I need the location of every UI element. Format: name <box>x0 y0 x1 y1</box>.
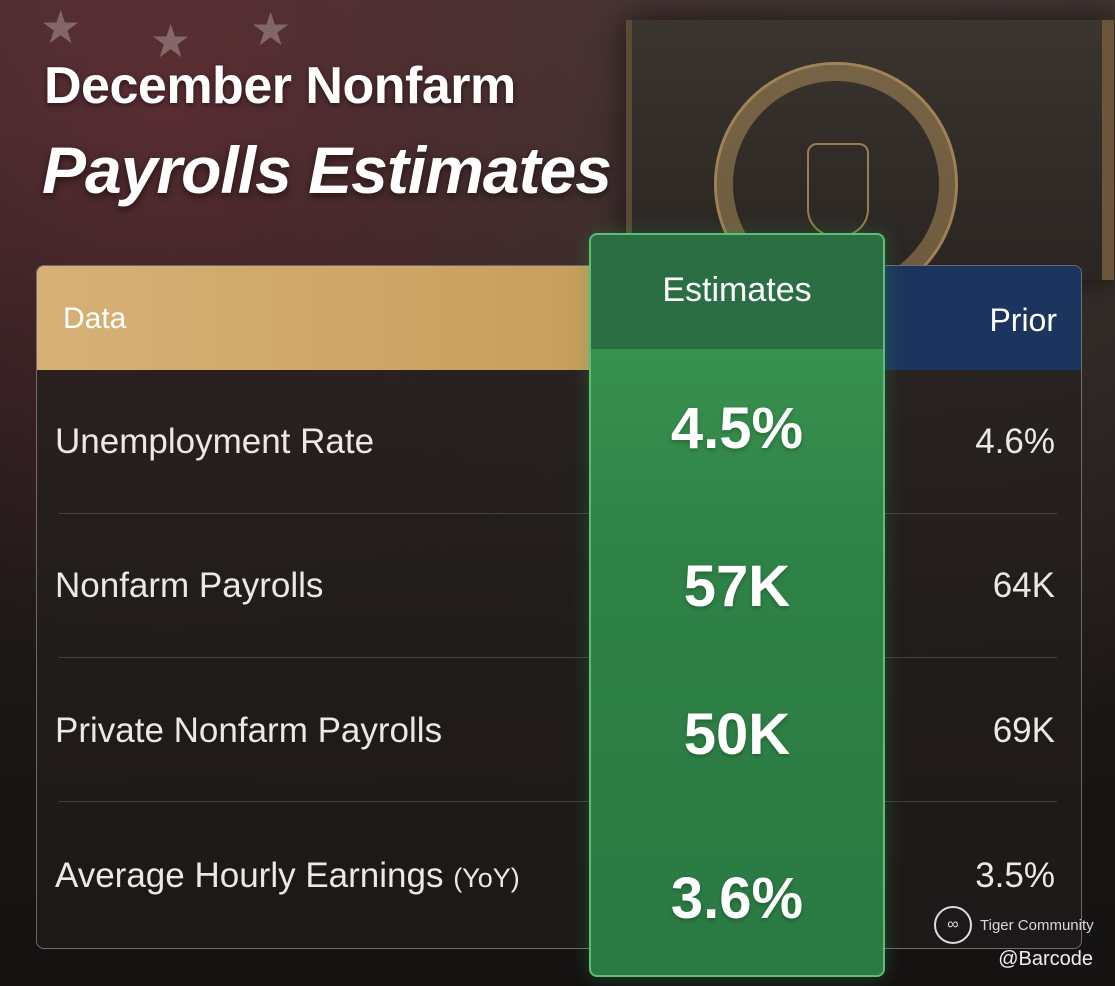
data-header: Data <box>37 266 593 370</box>
row-label-unemployment-rate: Unemployment Rate <box>55 422 374 462</box>
row-label-text: Private Nonfarm Payrolls <box>55 711 443 750</box>
estimates-column: Estimates 4.5% 57K 50K 3.6% <box>589 233 885 977</box>
flag-star-icon: ★ <box>250 3 292 55</box>
estimate-value: 3.6% <box>670 866 804 931</box>
prior-value: 64K <box>992 566 1055 605</box>
estimates-table: Data Prior Unemployment Rate 4.6% Nonfar… <box>36 265 1082 949</box>
row-divider <box>59 513 1057 514</box>
prior-value: 69K <box>992 711 1055 750</box>
flag-star-icon: ★ <box>40 1 82 53</box>
row-label-nonfarm-payrolls: Nonfarm Payrolls <box>55 566 323 606</box>
data-header-label: Data <box>63 302 127 335</box>
tiger-logo-icon: ∞ <box>934 906 972 944</box>
row-label-suffix: (YoY) <box>453 863 520 893</box>
row-label-private-nonfarm-payrolls: Private Nonfarm Payrolls <box>55 711 442 751</box>
row-label-average-hourly-earnings: Average Hourly Earnings (YoY) <box>55 856 520 896</box>
row-label-text: Unemployment Rate <box>55 422 375 461</box>
prior-header-label: Prior <box>989 302 1057 338</box>
page-title-line2: Payrolls Estimates <box>42 133 612 207</box>
prior-value: 3.5% <box>975 856 1055 895</box>
watermark-brand: Tiger Community <box>980 916 1094 934</box>
estimates-header-label: Estimates <box>662 271 812 309</box>
author-handle: @Barcode <box>998 948 1093 970</box>
estimates-header: Estimates <box>591 235 883 349</box>
flag-star-icon: ★ <box>150 15 192 67</box>
estimate-value: 50K <box>683 702 791 767</box>
row-divider <box>59 657 1057 658</box>
watermark: ∞ Tiger Community <box>934 906 1094 944</box>
estimate-value: 4.5% <box>670 396 804 461</box>
row-divider <box>59 801 1057 802</box>
seal-shield-icon <box>807 143 869 237</box>
estimate-value: 57K <box>683 554 791 619</box>
row-label-text: Average Hourly Earnings <box>55 856 444 895</box>
prior-value: 4.6% <box>975 422 1055 461</box>
page-title-line1: December Nonfarm <box>44 57 516 115</box>
prior-header: Prior <box>885 266 1081 370</box>
row-label-text: Nonfarm Payrolls <box>55 566 324 605</box>
